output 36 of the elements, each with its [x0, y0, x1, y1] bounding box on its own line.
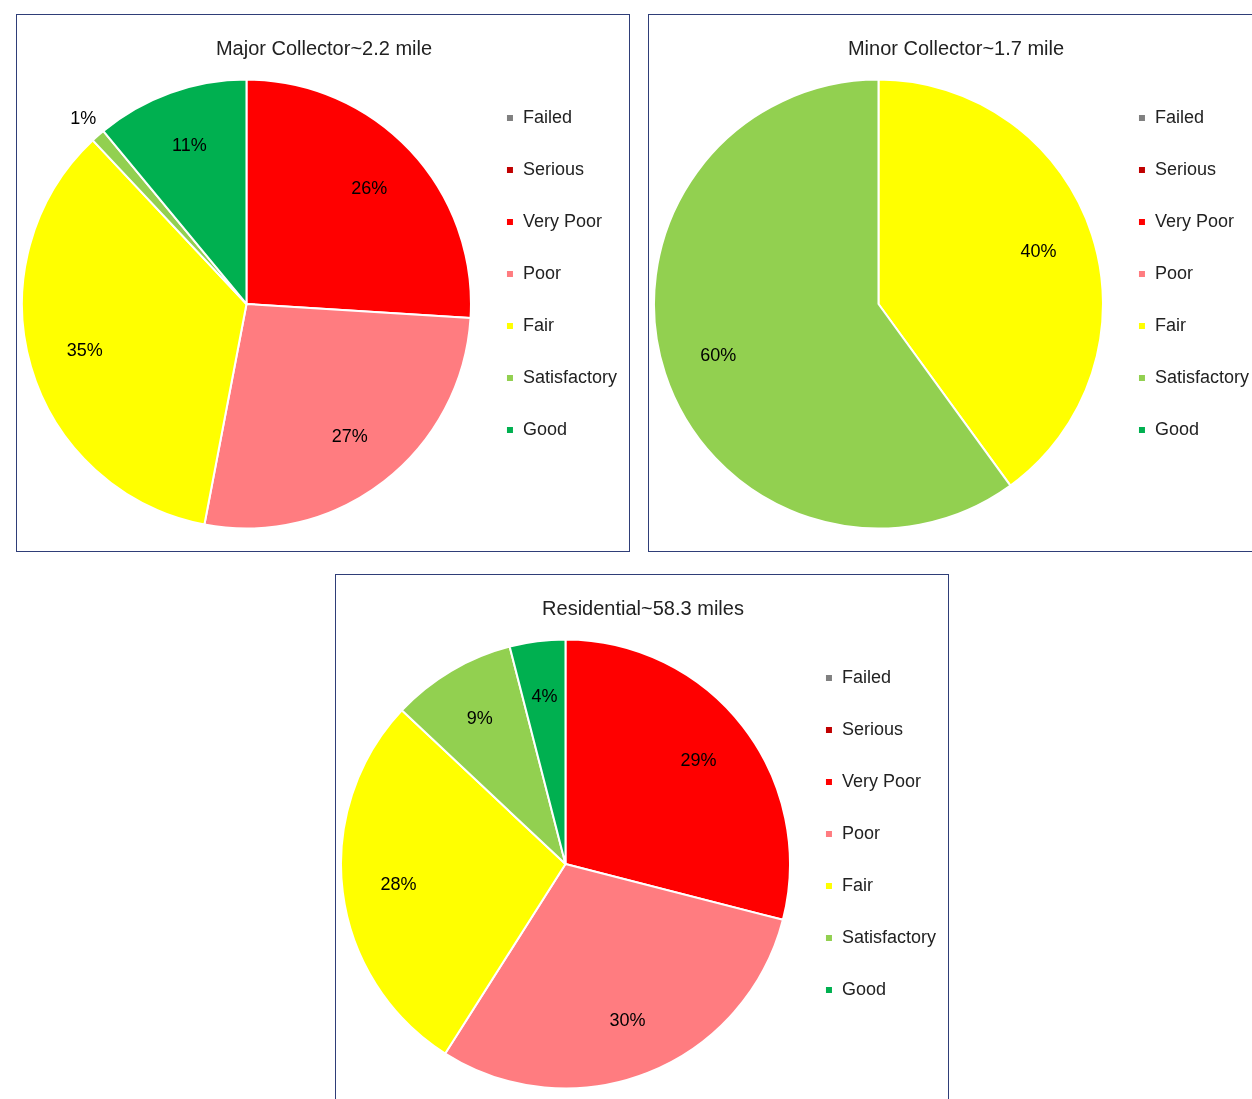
chart-title: Residential~58.3 miles: [542, 596, 744, 619]
data-label: 40%: [1020, 240, 1057, 261]
data-label: 35%: [66, 339, 103, 360]
data-label: 26%: [351, 177, 388, 198]
legend-label: Failed: [841, 666, 891, 687]
legend-label: Satisfactory: [841, 926, 937, 947]
legend-label: Good: [1154, 418, 1200, 439]
data-label: 27%: [331, 426, 368, 446]
legend-label: Fair: [841, 874, 873, 895]
data-label: 28%: [380, 874, 417, 895]
legend-label: Good: [522, 418, 568, 439]
data-label: 4%: [531, 685, 558, 706]
legend-label: Poor: [522, 262, 561, 283]
data-label: 9%: [466, 708, 493, 729]
data-label: 30%: [609, 1009, 646, 1030]
legend-label: Very Poor: [841, 770, 922, 791]
chart-title: Minor Collector~1.7 mile: [847, 36, 1065, 59]
legend-label: Very Poor: [1154, 210, 1235, 231]
legend-label: Satisfactory: [1154, 366, 1250, 387]
legend-label: Serious: [522, 158, 584, 179]
data-label: 1%: [70, 107, 97, 128]
legend-label: Failed: [522, 106, 572, 127]
data-label: 11%: [172, 134, 207, 155]
legend-label: Very Poor: [522, 210, 603, 231]
legend-label: Failed: [1154, 106, 1204, 127]
data-label: 29%: [680, 749, 717, 770]
data-label: 60%: [700, 345, 737, 365]
legend-label: Fair: [522, 314, 554, 335]
chart-title: Major Collector~2.2 mile: [215, 36, 433, 59]
legend-label: Poor: [1154, 262, 1193, 283]
legend-label: Serious: [1154, 158, 1216, 179]
legend-label: Poor: [841, 822, 880, 843]
legend-label: Fair: [1154, 314, 1186, 335]
legend-label: Satisfactory: [522, 366, 618, 387]
legend-label: Serious: [841, 718, 903, 739]
legend-label: Good: [841, 978, 887, 999]
